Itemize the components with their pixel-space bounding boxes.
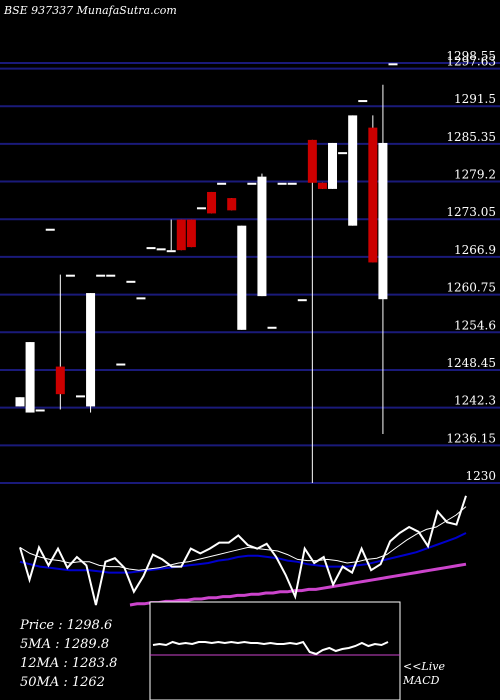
candle-body — [388, 63, 398, 66]
tick-label: 1242.3 — [454, 394, 496, 408]
ma50-line — [129, 562, 467, 607]
tick-label: 1230 — [465, 469, 496, 483]
ma12-readout: 12MA : 1283.8 — [20, 656, 118, 671]
candle-body — [45, 228, 55, 231]
ma5-line — [19, 506, 467, 571]
chart-header: BSE 937337 MunafaSutra.com — [4, 4, 177, 17]
candle-body — [55, 366, 65, 395]
candle-body — [317, 182, 327, 189]
macd-panel — [149, 601, 401, 700]
tick-label: 1266.9 — [454, 243, 496, 257]
candle-body — [207, 191, 217, 214]
tick-label: 1285.35 — [446, 130, 496, 144]
indicator-panel — [19, 495, 467, 607]
tick-label: 1279.2 — [454, 168, 496, 182]
macd-line — [152, 640, 389, 656]
candle-body — [247, 182, 257, 185]
tick-label: 1254.6 — [454, 318, 496, 332]
ma5-readout: 5MA : 1289.8 — [20, 637, 110, 652]
candle-body — [338, 152, 348, 155]
candle-body — [358, 100, 368, 103]
stats-panel: Price : 1298.6 5MA : 1289.8 12MA : 1283.… — [20, 616, 117, 692]
tick-label: 1248.45 — [446, 356, 496, 370]
candle-body — [96, 274, 106, 277]
candle-body — [106, 274, 116, 277]
macd-live-label-line1: <<Live — [403, 660, 445, 673]
candle-body — [186, 219, 196, 248]
candle-body — [166, 250, 176, 253]
candle-body — [196, 207, 206, 210]
price-line — [19, 495, 467, 606]
macd-live-label-line2: MACD — [403, 674, 440, 687]
candle-body — [348, 115, 358, 226]
candle-body — [297, 299, 307, 302]
candle-body — [257, 176, 267, 297]
candlestick-series — [15, 63, 398, 483]
candle-body — [146, 247, 156, 250]
candle-body — [75, 395, 85, 398]
candle-body — [25, 342, 35, 413]
candle-body — [217, 182, 227, 185]
tick-label: 1260.75 — [446, 281, 496, 295]
candle-body — [15, 397, 25, 407]
candle-body — [287, 182, 297, 185]
tick-label: 1291.5 — [454, 92, 496, 106]
ma12-line — [19, 532, 467, 574]
candle-body — [328, 142, 338, 189]
macd-live-label: <<Live MACD — [403, 660, 445, 688]
tick-label: 1273.05 — [446, 205, 496, 219]
price-gridlines — [0, 62, 500, 484]
macd-box — [149, 601, 401, 700]
candle-body — [227, 198, 237, 211]
candle-body — [35, 409, 45, 412]
candle-body — [156, 248, 166, 251]
candle-body — [65, 274, 75, 277]
price-readout: Price : 1298.6 — [20, 618, 113, 633]
tick-label: 1297.63 — [446, 55, 496, 69]
candle-body — [378, 142, 388, 300]
candle-body — [307, 139, 317, 183]
candle-body — [126, 280, 136, 283]
tick-label: 1298.55 — [446, 49, 496, 63]
candle-body — [136, 297, 146, 300]
candle-body — [116, 363, 126, 366]
candle-body — [237, 225, 247, 330]
ma50-readout: 50MA : 1262 — [20, 675, 105, 690]
candle-body — [368, 127, 378, 263]
candle-body — [277, 182, 287, 185]
candle-body — [176, 219, 186, 251]
candle-body — [267, 326, 277, 329]
tick-label: 1236.15 — [446, 431, 496, 445]
candle-body — [86, 293, 96, 407]
